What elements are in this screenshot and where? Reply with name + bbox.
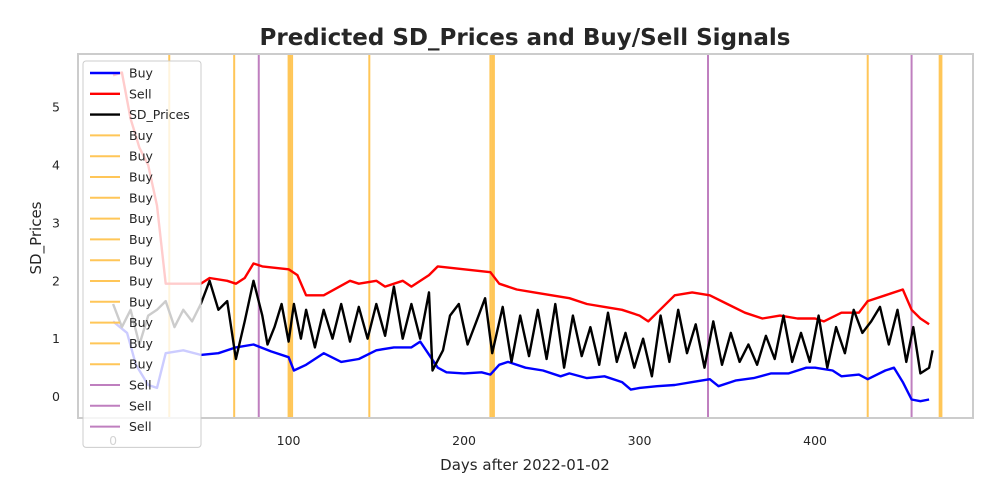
- legend-label: Buy: [129, 149, 153, 164]
- chart-title: Predicted SD_Prices and Buy/Sell Signals: [260, 25, 791, 51]
- y-tick-label: 4: [52, 158, 60, 173]
- legend-label: Buy: [129, 170, 153, 185]
- legend-label: Buy: [129, 211, 153, 226]
- legend-label: Buy: [129, 336, 153, 351]
- x-tick-label: 300: [628, 433, 652, 448]
- legend: Buy Sell SD_Prices Buy Buy Buy Buy Buy Buy Buy Buy…: [82, 60, 202, 448]
- legend-label: Buy: [129, 66, 153, 81]
- legend-label: Buy: [129, 128, 153, 143]
- legend-label: Buy: [129, 294, 153, 309]
- y-tick-label: 5: [52, 100, 60, 115]
- y-tick-label: 0: [52, 389, 60, 404]
- legend-label: Buy: [129, 357, 153, 372]
- y-tick-label: 1: [52, 331, 60, 346]
- axes-frame: [77, 53, 974, 419]
- y-tick-label: 3: [52, 215, 60, 230]
- x-tick-label: 400: [803, 433, 827, 448]
- legend-label: Sell: [129, 419, 152, 434]
- legend-label: Sell: [129, 398, 152, 413]
- y-axis-label: SD_Prices: [27, 201, 46, 274]
- tick-labels: 0100200300400012345: [52, 100, 827, 448]
- legend-label: Buy: [129, 232, 153, 247]
- legend-box: [82, 60, 202, 448]
- legend-label: Buy: [129, 315, 153, 330]
- series-line-sell: [112, 71, 930, 326]
- series-line-buy: [112, 320, 930, 403]
- legend-label: Sell: [129, 86, 152, 101]
- y-tick-label: 2: [52, 273, 60, 288]
- legend-label: Buy: [129, 190, 153, 205]
- legend-label: SD_Prices: [129, 107, 190, 122]
- legend-label: Buy: [129, 253, 153, 268]
- series-line-sd-prices: [111, 279, 934, 378]
- x-tick-label: 100: [277, 433, 301, 448]
- x-axis-label: Days after 2022-01-02: [440, 456, 610, 474]
- x-tick-label: 200: [452, 433, 476, 448]
- legend-label: Buy: [129, 274, 153, 289]
- legend-label: Sell: [129, 378, 152, 393]
- plot-area: [111, 54, 943, 418]
